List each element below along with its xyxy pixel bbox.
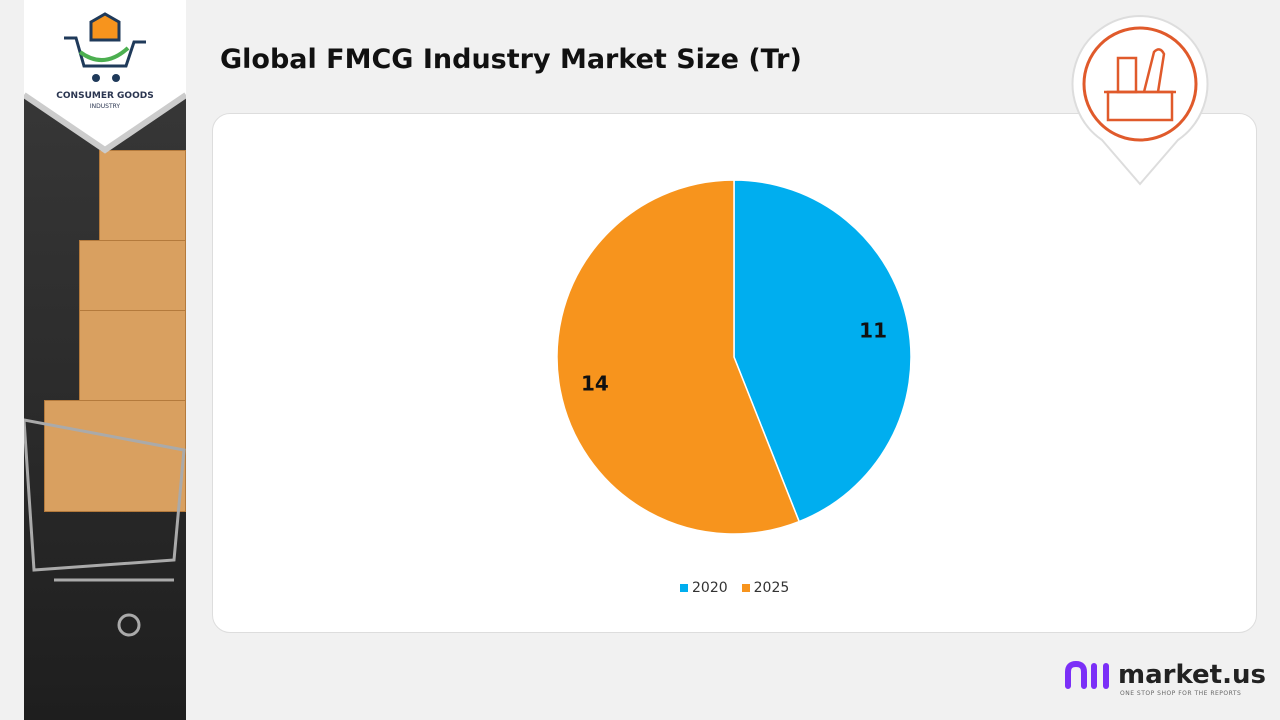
- legend: 2020 2025: [680, 580, 789, 596]
- pie-slice-2020: [733, 179, 912, 523]
- market-us-name: market.us: [1118, 660, 1266, 690]
- legend-item-2025: 2025: [741, 580, 790, 596]
- market-us-tagline: ONE STOP SHOP FOR THE REPORTS: [1120, 690, 1242, 697]
- grocery-pin-icon: [1071, 14, 1209, 186]
- legend-swatch: [741, 584, 750, 592]
- logo-panel: [22, 0, 188, 165]
- market-us-logo-icon: [1065, 660, 1109, 689]
- brand-subtitle: INDUSTRY: [89, 103, 121, 110]
- brand-name: CONSUMER GOODS: [56, 91, 154, 101]
- legend-label: 2025: [753, 580, 790, 596]
- market-us-logo: market.us ONE STOP SHOP FOR THE REPORTS: [1064, 658, 1266, 697]
- pie-slice-2025: [556, 179, 801, 535]
- legend-item-2020: 2020: [680, 580, 728, 596]
- data-label-2025: 14: [581, 372, 609, 396]
- cart-logo-icon: [64, 12, 146, 82]
- page-title: Global FMCG Industry Market Size (Tr): [220, 44, 802, 75]
- legend-swatch: [680, 584, 688, 592]
- legend-label: 2020: [692, 580, 728, 596]
- data-label-2020: 11: [859, 318, 887, 342]
